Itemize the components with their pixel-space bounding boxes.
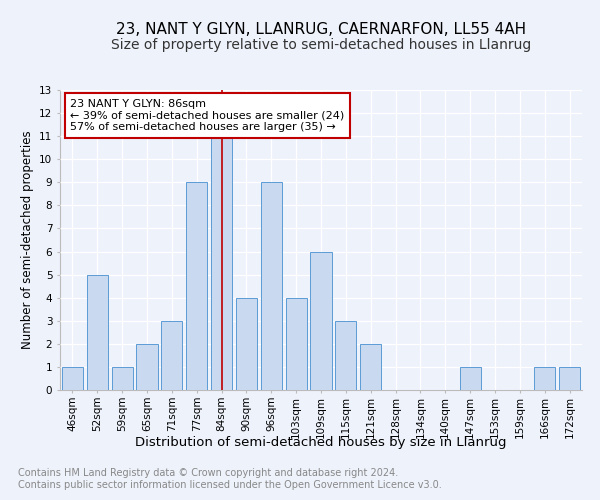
- Bar: [112, 367, 133, 390]
- Bar: [236, 298, 257, 390]
- Text: 23 NANT Y GLYN: 86sqm
← 39% of semi-detached houses are smaller (24)
57% of semi: 23 NANT Y GLYN: 86sqm ← 39% of semi-deta…: [70, 99, 344, 132]
- Text: Distribution of semi-detached houses by size in Llanrug: Distribution of semi-detached houses by …: [135, 436, 507, 449]
- Bar: [360, 344, 381, 390]
- Bar: [534, 367, 555, 390]
- Y-axis label: Number of semi-detached properties: Number of semi-detached properties: [20, 130, 34, 350]
- Bar: [211, 136, 232, 390]
- Bar: [62, 367, 83, 390]
- Text: Contains HM Land Registry data © Crown copyright and database right 2024.
Contai: Contains HM Land Registry data © Crown c…: [18, 468, 442, 490]
- Bar: [87, 274, 108, 390]
- Bar: [161, 321, 182, 390]
- Bar: [286, 298, 307, 390]
- Bar: [460, 367, 481, 390]
- Text: 23, NANT Y GLYN, LLANRUG, CAERNARFON, LL55 4AH: 23, NANT Y GLYN, LLANRUG, CAERNARFON, LL…: [116, 22, 526, 38]
- Bar: [261, 182, 282, 390]
- Bar: [136, 344, 158, 390]
- Bar: [186, 182, 207, 390]
- Bar: [310, 252, 332, 390]
- Bar: [559, 367, 580, 390]
- Text: Size of property relative to semi-detached houses in Llanrug: Size of property relative to semi-detach…: [111, 38, 531, 52]
- Bar: [335, 321, 356, 390]
